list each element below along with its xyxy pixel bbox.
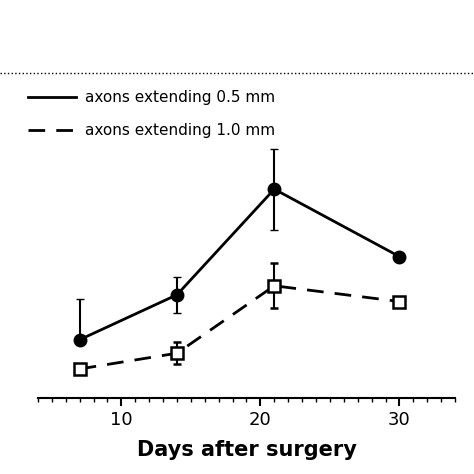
Text: axons extending 1.0 mm: axons extending 1.0 mm — [85, 123, 275, 138]
X-axis label: Days after surgery: Days after surgery — [137, 440, 356, 460]
Text: axons extending 0.5 mm: axons extending 0.5 mm — [85, 90, 275, 105]
